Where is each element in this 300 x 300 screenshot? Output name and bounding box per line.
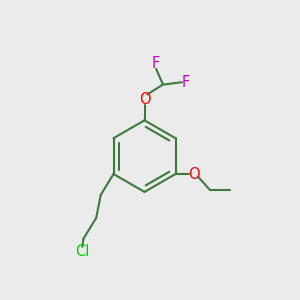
Text: F: F [182, 75, 190, 90]
Text: Cl: Cl [75, 244, 89, 259]
Text: F: F [152, 56, 160, 71]
Text: O: O [188, 167, 200, 182]
Text: O: O [139, 92, 150, 107]
